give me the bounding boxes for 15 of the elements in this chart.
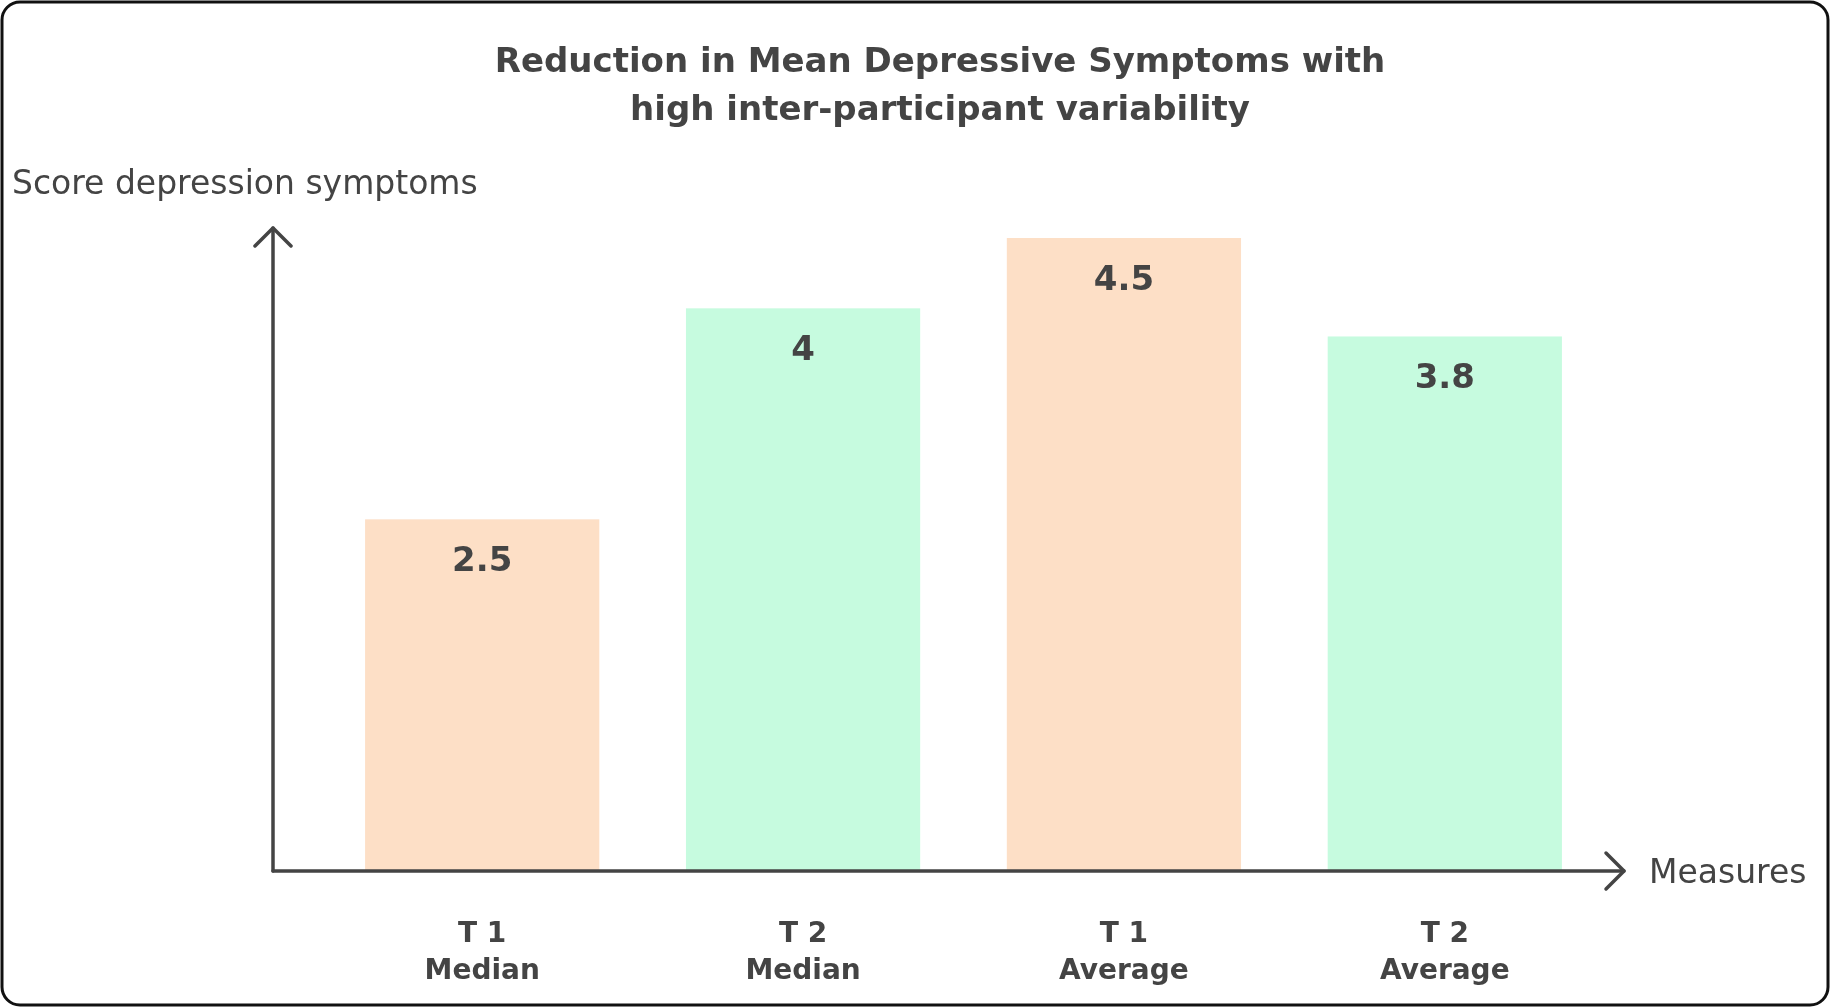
data-label: 2.5 xyxy=(452,539,513,580)
bar xyxy=(685,308,921,871)
bar xyxy=(1006,238,1242,871)
x-tick-label: T 2 Median xyxy=(745,916,861,986)
bar xyxy=(365,519,600,871)
x-tick-label: T 2 Average xyxy=(1379,916,1510,986)
data-label: 3.8 xyxy=(1414,356,1475,397)
bar xyxy=(1327,336,1562,871)
x-axis-title: Measures xyxy=(1649,852,1807,891)
x-tick-label: T 1 Average xyxy=(1059,916,1189,986)
data-label: 4 xyxy=(791,328,815,369)
chart-title: Reduction in Mean Depressive Symptoms with high inter-participant variability xyxy=(494,40,1386,128)
y-axis-title: Score depression symptoms xyxy=(12,163,478,202)
x-tick-label: T 1 Median xyxy=(424,916,540,986)
data-label: 4.5 xyxy=(1093,258,1155,298)
